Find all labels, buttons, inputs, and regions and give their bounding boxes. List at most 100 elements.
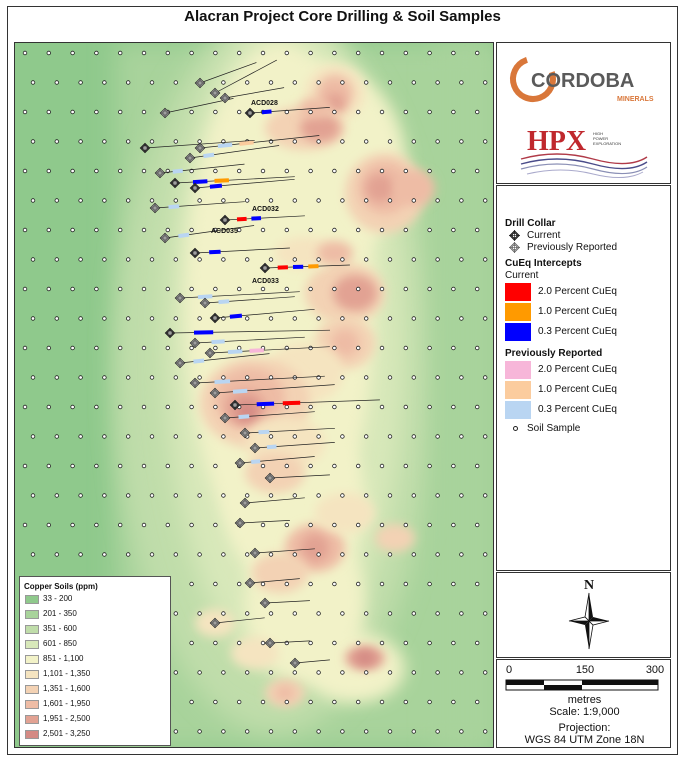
soil-sample-dot [244,375,250,380]
previous-collar [184,152,196,164]
current-collar [229,399,241,411]
soil-sample-dot [117,168,123,174]
soil-sample-dot [284,463,289,469]
soil-sample-dot [284,699,289,705]
soil-sample-dot [117,50,123,56]
soil-sample-dot [340,316,345,321]
previous-2pct-label: 2.0 Percent CuEq [538,364,617,375]
soil-sample-dot [30,198,36,203]
previous-collar [159,107,171,119]
soil-sample-dot [332,227,337,233]
soil-sample-dot [403,699,408,705]
soil-sample-dot [364,729,369,734]
soil-sample-dot [475,463,480,469]
soil-sample-dot [173,80,178,85]
cueq-intercept [232,388,248,394]
soil-sample-dot [268,198,274,203]
intercepts-previous-subtitle: Previously Reported [505,348,603,359]
soil-sample-dot [387,80,393,85]
current-collar-label: Current [527,230,561,241]
soil-sample-dot [292,493,297,498]
soil-sample-dot [459,80,464,85]
drill-trace [164,98,234,114]
soil-sample-dot [411,375,416,380]
soil-sample-dot [340,611,345,616]
previous-collar [249,442,261,454]
soil-sample-dot [459,729,464,734]
soil-sample-dot [268,611,274,616]
drill-trace [249,578,300,584]
soil-sample-dot [94,109,99,115]
soil-sample-dot [236,699,242,705]
soil-sample-dot [332,522,337,528]
soil-sample-dot [483,257,488,262]
scale-tick-0: 0 [505,664,513,676]
soil-sample-dot [316,139,321,144]
soil-sample-dot [268,493,274,498]
soil-sample-dot [459,257,464,262]
soil-sample-dot [54,434,59,439]
cueq-intercept [251,459,261,464]
soil-sample-dot [451,109,456,115]
soil-sample-dot [54,316,59,321]
soil-sample-dot [435,257,440,262]
logo-panel: CORDOBA MINERALS HPX HIGH POWER EXPLORAT… [496,42,671,184]
soil-sample-dot [149,80,155,85]
soil-anomaly [366,174,394,202]
soil-sample-dot [356,109,361,115]
soil-sample-dot [22,522,28,528]
previous-collar [194,77,206,89]
soil-sample-dot [236,50,242,56]
soil-sample-dot [483,375,488,380]
scale-bar [505,679,659,691]
soil-sample-dot [435,729,440,734]
soil-sample-dot [260,463,266,469]
soil-sample-dot [411,493,416,498]
soil-sample-dot [356,50,361,56]
current-collar [244,107,256,119]
soil-sample-dot [387,552,393,557]
soil-class-swatch [25,700,39,709]
soil-sample-dot [221,434,226,439]
soil-sample-dot [459,611,464,616]
map-panel[interactable]: ACD028 ACD032 ACD035 ACD033 Copper Soils… [14,42,494,748]
soil-sample-dot [149,139,155,144]
soil-sample-dot [197,670,202,675]
previous-collar [194,142,206,154]
soil-sample-dot [70,50,75,56]
soil-sample-dot [94,227,99,233]
soil-sample-dot [236,345,242,351]
soil-sample-dot [213,463,218,469]
previous-collar [209,617,221,629]
soil-sample-dot [213,109,218,115]
soil-sample-dot [78,139,83,144]
soil-sample-dot [403,168,408,174]
soil-sample-dot [459,434,464,439]
soil-sample-dot [173,434,178,439]
soil-sample-dot [340,139,345,144]
soil-sample-dot [141,404,147,410]
soil-sample-dot [260,640,266,646]
soil-sample-dot [435,316,440,321]
cueq-intercept [251,216,262,221]
soil-class-swatch [25,640,39,649]
soil-class-row: 1,601 - 1,950 [25,699,165,710]
soil-sample-dot [102,493,107,498]
soil-sample-dot [308,581,313,587]
soil-sample-dot [141,463,147,469]
soil-class-label: 1,351 - 1,600 [43,684,91,693]
soil-sample-dot [332,168,337,174]
soil-sample-dot [356,404,361,410]
previous-collar [174,292,186,304]
intercepts-current-subtitle: Current [505,270,539,281]
soil-sample-dot [260,581,266,587]
scale-ratio: Scale: 1:9,000 [549,706,620,718]
soil-sample-dot [356,522,361,528]
soil-sample-dot [268,257,274,262]
soil-sample-dot [189,50,194,56]
soil-class-row: 1,951 - 2,500 [25,714,165,725]
cordoba-logo: CORDOBA MINERALS [510,56,654,103]
soil-sample-dot [165,227,170,233]
soil-sample-dot [54,493,59,498]
soil-sample-dot [364,434,369,439]
